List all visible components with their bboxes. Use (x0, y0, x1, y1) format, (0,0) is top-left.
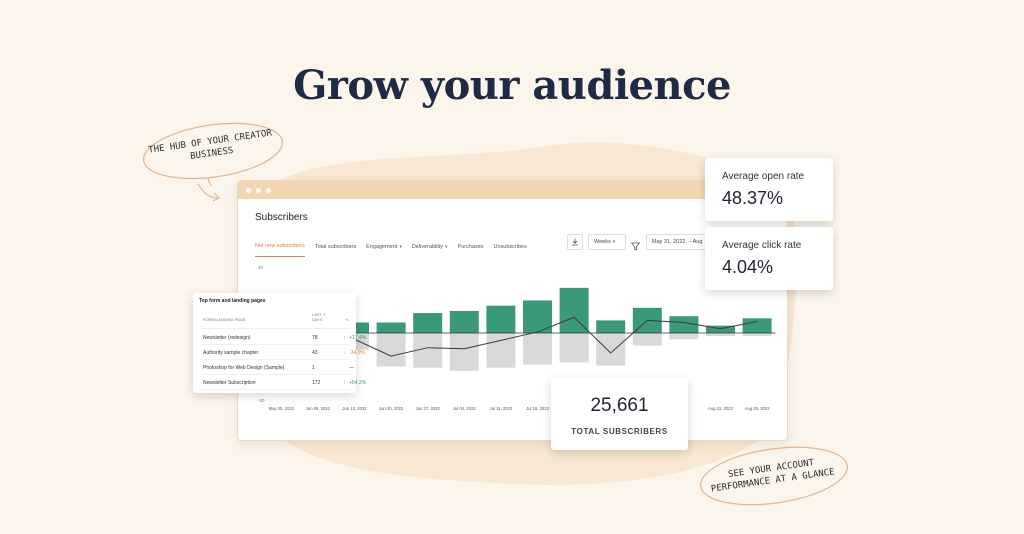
x-tick-label: Aug 22, 2022 (708, 406, 734, 411)
unsubscribe-bar (632, 333, 662, 346)
download-icon (572, 238, 578, 246)
chevron-down-icon: ▾ (445, 243, 448, 250)
open-rate-label: Average open rate (722, 171, 805, 182)
subscriber-bar (742, 318, 772, 333)
download-button[interactable] (567, 234, 583, 250)
tab-net-new-subscribers[interactable]: Net new subscribers (255, 237, 305, 257)
col-last7-header: LAST 7 DAYS (312, 312, 326, 322)
total-subscribers-label: TOTAL SUBSCRIBERS (571, 427, 668, 436)
total-subscribers-value: 25,661 (590, 395, 649, 416)
subscriber-bar (596, 320, 626, 333)
arrow-icon (197, 183, 221, 202)
callout-oval-performance (700, 446, 848, 506)
window-dot (256, 187, 261, 193)
subscriber-bar (413, 313, 443, 333)
y-tick-label: -40 (258, 398, 265, 403)
table-row[interactable]: Newsletter (redesign) 78 +17.4% ↑ (199, 330, 366, 345)
table-row[interactable]: Photoshop for Web Design (Sample) 1 — (199, 360, 354, 375)
click-rate-card: Average click rate 4.04% (705, 227, 833, 290)
x-tick-label: Jun 13, 2022 (342, 406, 367, 411)
dashboard-title: Subscribers (255, 212, 308, 223)
x-tick-label: Jul 18, 2022 (526, 406, 549, 411)
chevron-down-icon: ▾ (399, 243, 402, 250)
window-titlebar (238, 181, 787, 199)
row-page-name: Newsletter Subscription (203, 380, 256, 386)
tab-total-subscribers[interactable]: Total subscribers (314, 243, 357, 250)
callout-oval-hub (142, 122, 284, 186)
row-last7-value: 172 (312, 380, 321, 386)
unsubscribe-bar (706, 333, 735, 337)
table-row[interactable]: Newsletter Subscription 172 +54.2% ↑ (199, 375, 366, 390)
subscriber-bar (669, 316, 699, 333)
top-pages-header: FORM/LANDING PAGE LAST 7 DAYS +/- (199, 312, 350, 329)
x-tick-label: May 30, 2022 (269, 406, 295, 411)
col-change-header: +/- (345, 317, 350, 322)
tab-engagement[interactable]: Engagement ▾ (366, 243, 402, 250)
tab-unsubscribes[interactable]: Unsubscribes (493, 243, 527, 250)
unsubscribe-bar (559, 333, 589, 363)
row-page-name: Authority sample chapter (203, 350, 259, 356)
row-change-value: +17.4% (349, 335, 367, 341)
click-rate-value: 4.04% (722, 257, 774, 277)
x-tick-label: Jul 11, 2022 (490, 406, 513, 411)
arrow-up-icon: ↑ (343, 335, 346, 341)
chevron-down-icon: ▾ (612, 239, 616, 245)
x-tick-label: Jul 04, 2022 (453, 406, 476, 411)
total-subscribers-card: 25,661 TOTAL SUBSCRIBERS (551, 378, 688, 450)
top-pages-card: Top form and landing pages FORM/LANDING … (193, 293, 366, 393)
arrow-up-icon: ↑ (343, 380, 346, 386)
unsubscribe-bar (449, 333, 479, 371)
x-tick-label: Aug 29, 2022 (745, 406, 771, 411)
window-dot (266, 187, 271, 193)
x-tick-label: Jun 27, 2022 (416, 406, 441, 411)
row-change-value: +54.2% (349, 380, 367, 386)
row-page-name: Newsletter (redesign) (203, 335, 251, 341)
x-tick-label: Jun 20, 2022 (379, 406, 404, 411)
unsubscribe-bar (669, 333, 699, 340)
y-tick-label: 40 (258, 265, 264, 270)
unsubscribe-bar (596, 333, 626, 366)
filter-icon[interactable] (630, 238, 641, 256)
top-pages-title: Top form and landing pages (199, 298, 266, 304)
row-change-value: -34.0% (349, 350, 365, 356)
period-select[interactable]: Weeks ▾ (588, 234, 626, 250)
page-headline: Grow your audience (293, 62, 731, 109)
open-rate-card: Average open rate 48.37% (705, 158, 833, 221)
row-change-value: — (349, 365, 354, 371)
arrow-down-icon: ↓ (343, 350, 346, 356)
subscriber-bar (559, 287, 589, 333)
click-rate-label: Average click rate (722, 240, 802, 251)
row-last7-value: 43 (312, 350, 318, 356)
x-tick-label: Jun 06, 2022 (306, 406, 331, 411)
subscriber-bar (486, 305, 516, 333)
subscriber-bar (376, 322, 406, 333)
row-page-name: Photoshop for Web Design (Sample) (203, 365, 285, 371)
table-row[interactable]: Authority sample chapter 43 -34.0% ↓ (199, 345, 365, 360)
row-last7-value: 1 (312, 365, 315, 371)
report-tabs: Net new subscribers Total subscribers En… (255, 236, 537, 258)
unsubscribe-bar (376, 333, 406, 367)
unsubscribe-bar (523, 333, 552, 365)
net-series-line (281, 316, 758, 357)
col-page-header: FORM/LANDING PAGE (203, 317, 246, 322)
tab-deliverability[interactable]: Deliverability ▾ (411, 243, 448, 250)
open-rate-value: 48.37% (722, 188, 784, 208)
subscriber-bar (449, 310, 479, 333)
unsubscribe-bar (486, 333, 516, 368)
window-dot (246, 187, 251, 193)
row-last7-value: 78 (312, 335, 318, 341)
subscriber-bar (706, 325, 735, 333)
tab-purchases[interactable]: Purchases (457, 243, 484, 250)
unsubscribe-bar (742, 333, 772, 337)
